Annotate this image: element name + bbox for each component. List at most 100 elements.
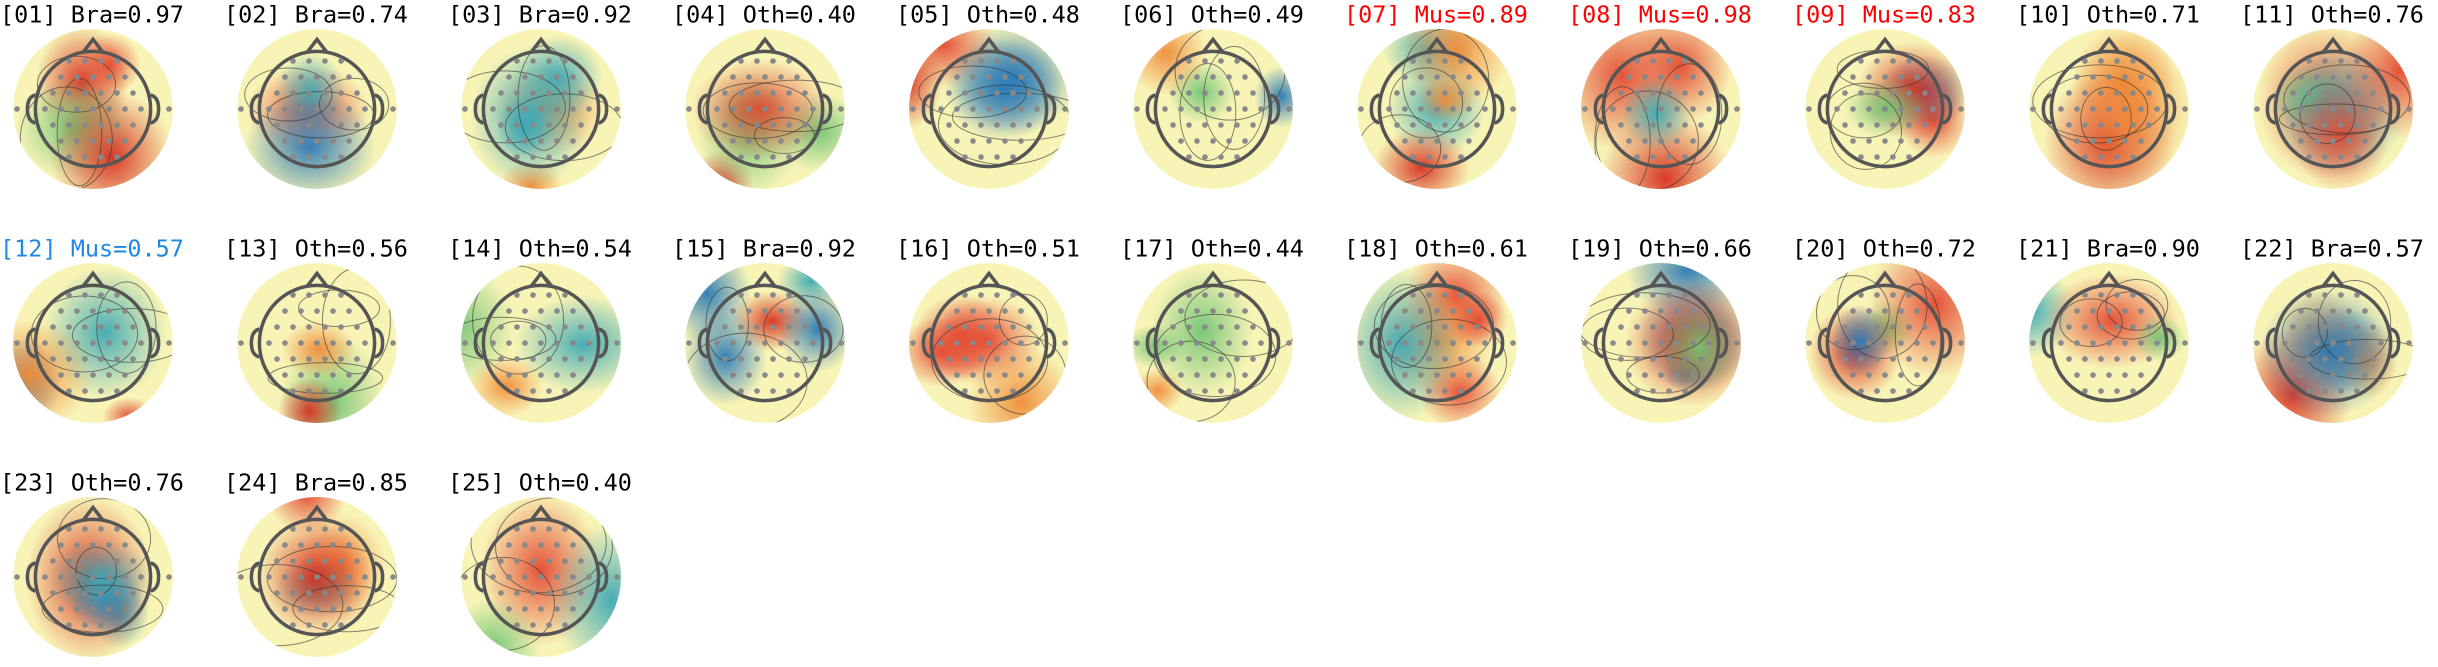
electrode [1426,356,1432,362]
electrode [1658,106,1664,112]
electrode [50,356,56,362]
electrode [778,372,784,378]
electrode [2338,90,2344,96]
electrode [390,574,396,580]
electrode [2306,292,2312,298]
head-outline [257,517,377,637]
electrode [714,340,720,346]
electrode [82,622,88,628]
electrode [114,58,120,64]
electrode [1418,106,1424,112]
electrode [754,356,760,362]
ear-left [921,93,932,125]
electrode [274,558,280,564]
electrode [2106,106,2112,112]
electrode [322,292,328,298]
electrode [306,622,312,628]
electrode [130,356,136,362]
panel: [13] Oth=0.56 [224,235,408,423]
electrode [298,308,304,314]
electrode [1706,340,1712,346]
nose [81,270,105,288]
electrode [1010,292,1016,298]
electrode [2290,324,2296,330]
electrode [506,542,512,548]
nose [81,504,105,522]
electrode [130,590,136,596]
electrode [1458,388,1464,394]
panel-title: [11] Oth=0.76 [2240,1,2424,29]
electrode [1202,154,1208,160]
ear-right [150,327,161,359]
electrode [2322,90,2328,96]
electrode [1510,106,1516,112]
electrode [1666,292,1672,298]
ear-right [1718,93,1729,125]
electrode [1242,308,1248,314]
electrode [82,324,88,330]
ear-left [1145,93,1156,125]
electrode [1874,388,1880,394]
electrode [130,122,136,128]
electrode [2122,372,2128,378]
electrode [562,90,568,96]
electrode [90,606,96,612]
activation-blob [2067,33,2189,185]
electrode [166,106,172,112]
electrode [2114,90,2120,96]
electrode [962,154,968,160]
nose [2097,36,2121,54]
electrode [82,388,88,394]
electrode [2314,138,2320,144]
ear-left [249,561,260,593]
ear-left [1369,327,1380,359]
electrode [1458,356,1464,362]
electrode [354,90,360,96]
electrode [290,292,296,298]
electrode [1874,90,1880,96]
electrode [2146,122,2152,128]
head-outline [705,283,825,403]
electrode [2298,74,2304,80]
electrode [1178,308,1184,314]
electrode [1434,138,1440,144]
electrode [2282,340,2288,346]
electrode [98,324,104,330]
electrode [1402,340,1408,346]
electrode [570,74,576,80]
electrode [74,372,80,378]
electrode [538,106,544,112]
electrode [2082,292,2088,298]
electrode [986,372,992,378]
electrode [74,542,80,548]
head-outline [929,49,1049,169]
electrode [1202,356,1208,362]
electrode [1134,106,1140,112]
electrode [1234,58,1240,64]
electrode [1642,106,1648,112]
electrode [530,356,536,362]
electrode [2346,308,2352,314]
electrode [1666,58,1672,64]
electrode [322,622,328,628]
electrode [1666,356,1672,362]
electrode [58,138,64,144]
electrode [1250,122,1256,128]
electrode [1866,372,1872,378]
electrode [1394,122,1400,128]
electrode [754,154,760,160]
electrode [90,106,96,112]
topomap [909,263,1069,423]
nose [753,36,777,54]
electrode [98,292,104,298]
electrode [794,372,800,378]
electrode [1010,154,1016,160]
electrode [2114,154,2120,160]
electrode [1890,90,1896,96]
electrode [346,308,352,314]
electrode [978,324,984,330]
electrode [1450,74,1456,80]
contour-line [763,295,844,363]
electrode [970,74,976,80]
electrode [1674,372,1680,378]
